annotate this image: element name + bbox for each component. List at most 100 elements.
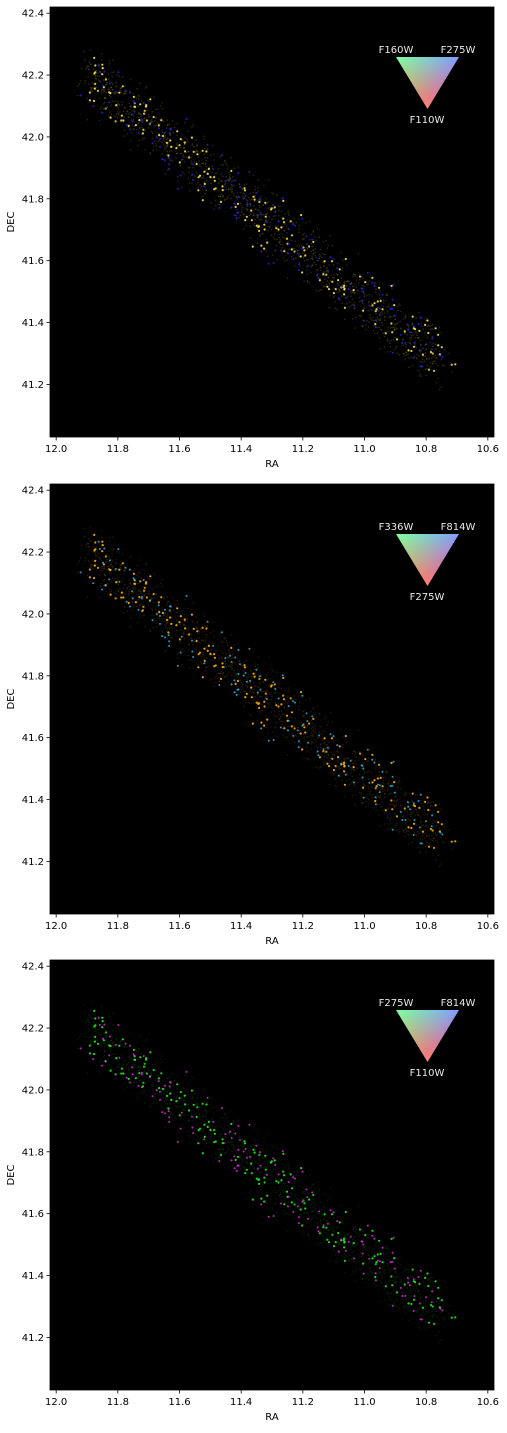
data-point [176, 1140, 179, 1143]
data-point [139, 559, 141, 562]
data-point [128, 1061, 131, 1064]
data-point [392, 1236, 395, 1239]
data-point [390, 339, 393, 342]
data-point [103, 1041, 105, 1044]
data-point [263, 700, 266, 703]
data-point [411, 1284, 413, 1287]
data-point [322, 271, 325, 274]
data-point [121, 562, 124, 565]
data-point [395, 824, 397, 826]
data-point [116, 1069, 119, 1072]
data-point [133, 112, 135, 114]
data-point [305, 699, 307, 701]
data-point [344, 1210, 347, 1214]
data-point [134, 1058, 137, 1061]
data-point [424, 845, 427, 848]
data-point [403, 1283, 406, 1286]
data-point [199, 1118, 201, 1121]
data-point [356, 1243, 359, 1246]
data-point [429, 826, 432, 829]
data-point [233, 644, 235, 646]
data-point [326, 267, 328, 269]
data-point [139, 590, 142, 593]
data-point [378, 784, 381, 787]
data-point [287, 687, 290, 689]
data-point [312, 1193, 315, 1196]
data-point [205, 1142, 208, 1144]
data-point [387, 1256, 390, 1258]
data-point [296, 1198, 299, 1200]
data-point [186, 140, 189, 143]
data-point [293, 1204, 296, 1207]
data-point [228, 188, 230, 190]
data-point [428, 846, 430, 849]
data-point [102, 565, 104, 568]
data-point [411, 801, 413, 803]
data-point [415, 834, 418, 836]
data-point [430, 829, 433, 831]
data-point [387, 327, 390, 329]
data-point [321, 256, 323, 259]
data-point [124, 89, 127, 92]
data-point [165, 141, 168, 144]
data-point [138, 593, 140, 596]
data-point [432, 1295, 435, 1298]
data-point [352, 304, 355, 307]
data-point [395, 323, 398, 325]
data-point [297, 269, 300, 272]
data-point [335, 1226, 338, 1228]
data-point [393, 816, 395, 818]
data-point [256, 693, 259, 696]
data-point [132, 591, 135, 594]
data-point [282, 1178, 284, 1181]
data-point [242, 1149, 244, 1151]
data-point [149, 151, 151, 154]
data-point [414, 344, 416, 346]
data-point [422, 1281, 425, 1283]
data-point [288, 214, 290, 216]
data-point [328, 783, 331, 786]
data-point [262, 204, 264, 206]
chart-panel-2: 12.0 11.8 11.6 11.4 11.2 11.0 10.8 10.641.241.4… [6, 483, 499, 947]
data-point [96, 549, 99, 552]
data-point [266, 1155, 268, 1157]
data-point [331, 722, 333, 724]
data-point [182, 624, 185, 626]
data-point [134, 587, 136, 590]
data-point [409, 342, 411, 344]
data-point [421, 838, 424, 841]
data-point [266, 1194, 269, 1197]
data-point [281, 246, 284, 249]
data-point [164, 159, 166, 162]
data-point [107, 1026, 110, 1028]
data-point [156, 1075, 159, 1077]
data-points [76, 1002, 457, 1344]
data-point [378, 814, 381, 816]
data-point [375, 313, 378, 315]
data-point [268, 656, 270, 658]
data-point [282, 720, 284, 723]
data-point [333, 754, 335, 757]
data-point [93, 560, 95, 563]
data-point [327, 276, 330, 279]
data-point [366, 294, 368, 297]
x-tick-label: 11.2 [292, 444, 314, 455]
data-point [351, 780, 354, 783]
data-point [430, 1281, 432, 1283]
data-point [182, 635, 184, 638]
data-point [150, 1072, 152, 1074]
data-point [231, 180, 233, 183]
data-point [266, 212, 269, 215]
data-point [110, 104, 112, 107]
data-point [268, 226, 271, 229]
data-point [405, 1269, 407, 1271]
data-point [272, 731, 274, 733]
data-point [412, 822, 416, 825]
data-point [170, 1080, 172, 1082]
data-point [325, 760, 328, 763]
data-point [436, 357, 438, 359]
data-point [368, 1269, 371, 1271]
data-point [429, 838, 432, 841]
data-point [253, 1167, 255, 1169]
data-point [117, 102, 119, 105]
